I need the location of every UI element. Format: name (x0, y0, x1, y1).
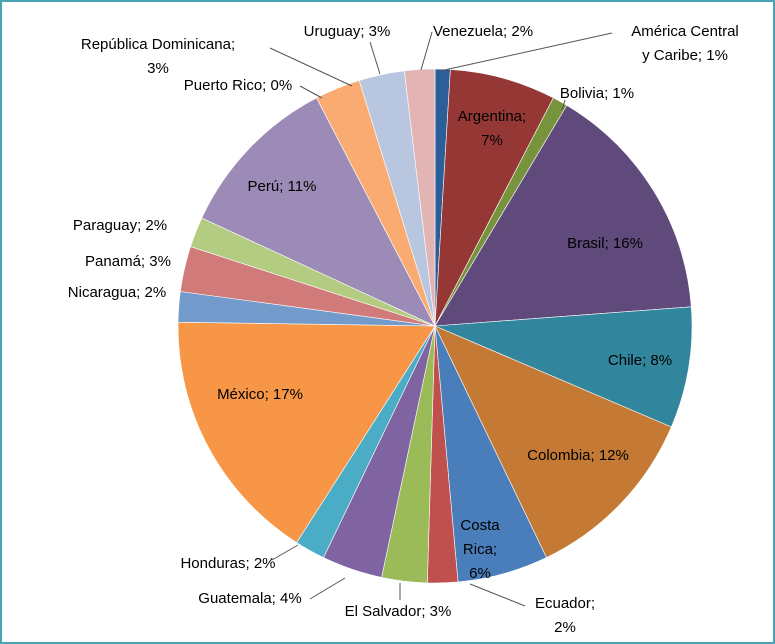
pie-slice (434, 69, 554, 327)
label-line: Ecuador; (535, 595, 595, 612)
label-line: Rica; (463, 541, 497, 558)
label-line: Honduras; 2% (180, 555, 275, 572)
label-line: 3% (147, 60, 169, 77)
leader-line (420, 31, 433, 71)
pie-slice (403, 68, 436, 327)
label-line: Perú; 11% (248, 178, 317, 195)
data-label: Nicaragua; 2% (68, 284, 166, 301)
data-label: Costa Rica; 6% (460, 517, 500, 582)
label-line: Brasil; 16% (567, 235, 643, 252)
data-label: Colombia; 12% (527, 447, 629, 464)
leader-line (271, 544, 299, 561)
label-line: Costa (460, 517, 500, 534)
label-line: Panamá; 3% (85, 253, 171, 270)
data-label: Perú; 11% (248, 178, 317, 195)
data-label: México; 17% (217, 386, 303, 403)
label-line: Puerto Rico; 0% (184, 77, 292, 94)
leader-line (369, 41, 381, 75)
data-label: América Central y Caribe; 1% (631, 23, 739, 64)
label-line: América Central (631, 23, 739, 40)
data-label: Panamá; 3% (85, 253, 171, 270)
data-label: República Dominicana; 3% (81, 36, 235, 77)
label-line: El Salvador; 3% (345, 603, 452, 620)
leader-line (439, 32, 613, 72)
data-label: Chile; 8% (608, 352, 672, 369)
label-line: Venezuela; 2% (433, 23, 533, 40)
pie-slice (201, 97, 436, 327)
data-label: Guatemala; 4% (198, 590, 301, 607)
pie-slice (434, 306, 693, 428)
label-line: Uruguay; 3% (304, 23, 391, 40)
leader-line (299, 85, 323, 99)
data-label: Paraguay; 2% (73, 217, 167, 234)
data-label: Venezuela; 2% (433, 23, 533, 40)
leader-line (309, 577, 346, 600)
label-line: 2% (554, 619, 576, 636)
pie-slice (177, 321, 436, 543)
pie-slice (434, 104, 692, 327)
label-line: y Caribe; 1% (642, 47, 728, 64)
data-label: Honduras; 2% (180, 555, 275, 572)
data-label: Puerto Rico; 0% (184, 77, 292, 94)
label-line: Colombia; 12% (527, 447, 629, 464)
label-line: República Dominicana; (81, 36, 235, 53)
label-line: Argentina; (458, 108, 526, 125)
label-line: 7% (481, 132, 503, 149)
label-line: 6% (469, 565, 491, 582)
pie-slice (434, 325, 672, 558)
leader-line (269, 47, 353, 87)
label-line: Bolivia; 1% (560, 85, 634, 102)
label-line: México; 17% (217, 386, 303, 403)
data-label: El Salvador; 3% (345, 603, 452, 620)
label-line: Nicaragua; 2% (68, 284, 166, 301)
label-line: Guatemala; 4% (198, 590, 301, 607)
leader-line (469, 583, 526, 607)
data-label: Argentina; 7% (458, 108, 526, 149)
label-line: Chile; 8% (608, 352, 672, 369)
data-label: Bolivia; 1% (560, 85, 634, 102)
leader-line (561, 99, 566, 111)
data-label: Uruguay; 3% (304, 23, 391, 40)
label-line: Paraguay; 2% (73, 217, 167, 234)
data-label: Ecuador; 2% (535, 595, 595, 636)
data-label: Brasil; 16% (567, 235, 643, 252)
